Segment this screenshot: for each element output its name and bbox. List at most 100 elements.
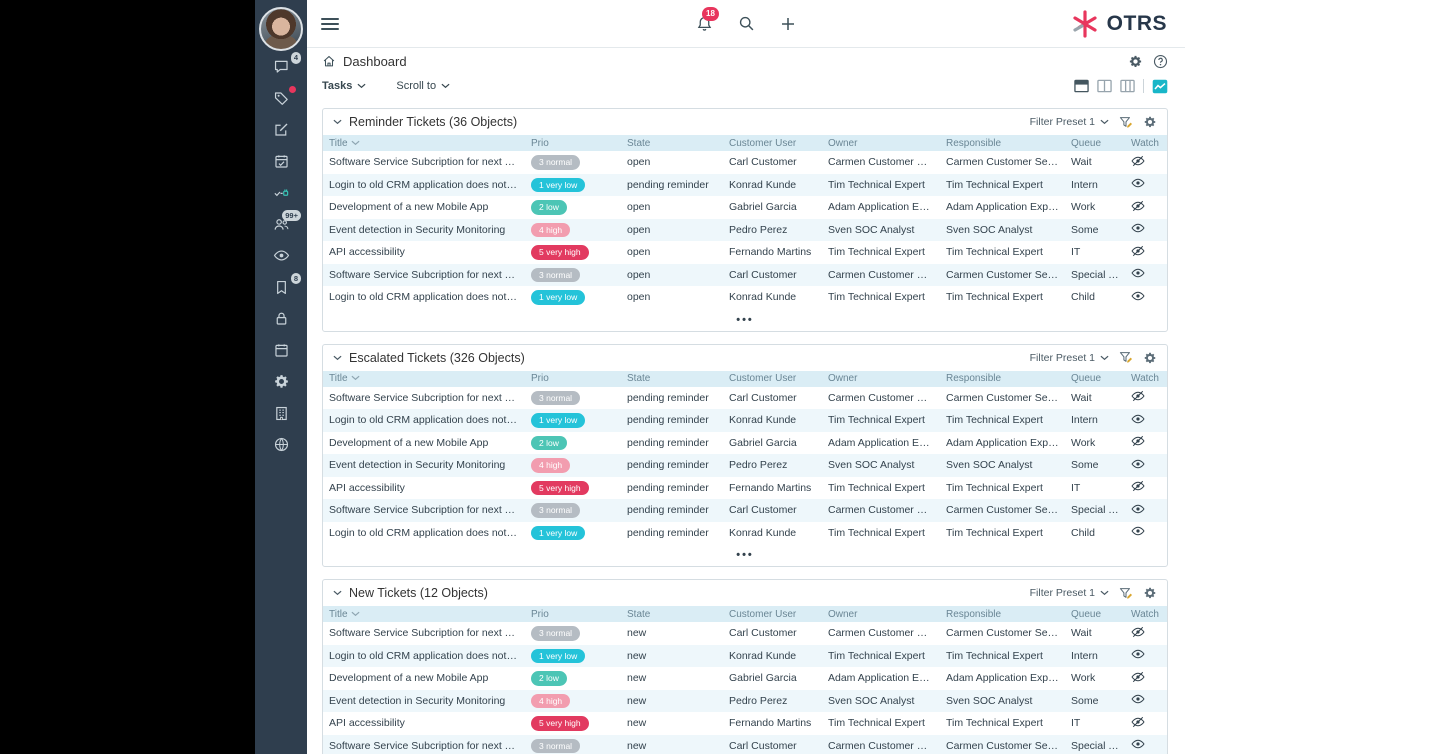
ticket-row[interactable]: Login to old CRM application does not wo… [323,644,1167,668]
sidebar-item-security[interactable] [255,303,307,335]
watch-toggle[interactable] [1125,454,1167,477]
ticket-row[interactable]: Event detection in Security Monitoring 4 … [323,689,1167,713]
edit-filters-button[interactable] [1119,587,1133,600]
watch-toggle[interactable] [1125,409,1167,432]
ticket-row[interactable]: Software Service Subcription for next Ye… [323,151,1167,174]
sidebar-item-tags[interactable] [255,83,307,115]
ticket-row[interactable]: API accessibility 5 very high pending remi… [323,477,1167,500]
ticket-row[interactable]: Login to old CRM application does not wo… [323,173,1167,197]
watch-toggle[interactable] [1125,712,1167,735]
ticket-row[interactable]: Software Service Subcription for next Ye… [323,263,1167,287]
ticket-row[interactable]: API accessibility 5 very high new Fernando … [323,712,1167,735]
widget-settings-button[interactable] [1143,115,1157,129]
ticket-row[interactable]: Software Service Subcription for next Ye… [323,387,1167,410]
sidebar-item-admin[interactable] [255,366,307,398]
dashboard-settings-button[interactable] [1128,54,1143,69]
watch-toggle[interactable] [1125,219,1167,242]
watch-toggle[interactable] [1125,477,1167,500]
search-button[interactable] [738,15,755,32]
column-header-customer-user[interactable]: Customer User [723,135,822,151]
ticket-row[interactable]: Event detection in Security Monitoring 4 … [323,454,1167,477]
help-button[interactable] [1153,54,1168,69]
column-header-owner[interactable]: Owner [822,135,940,151]
column-header-state[interactable]: State [621,135,723,151]
filter-preset-dropdown[interactable]: Filter Preset 1 [1030,116,1109,128]
column-header-title[interactable]: Title [323,606,525,622]
sidebar-item-globe[interactable] [255,429,307,461]
column-header-customer-user[interactable]: Customer User [723,370,822,387]
watch-toggle[interactable] [1125,432,1167,455]
home-icon[interactable] [322,54,336,68]
tasks-dropdown[interactable]: Tasks [322,80,366,92]
collapse-widget-button[interactable] [333,590,342,596]
column-header-watch[interactable]: Watch [1125,370,1167,387]
menu-icon[interactable] [321,15,339,33]
collapse-widget-button[interactable] [333,119,342,125]
column-header-prio[interactable]: Prio [525,606,621,622]
sidebar-item-compose[interactable] [255,114,307,146]
watch-toggle[interactable] [1125,667,1167,690]
scroll-to-dropdown[interactable]: Scroll to [396,80,450,92]
layout-rows-button[interactable] [1074,79,1089,93]
column-header-watch[interactable]: Watch [1125,606,1167,622]
sidebar-item-watchlist[interactable] [255,240,307,272]
ticket-row[interactable]: Login to old CRM application does not wo… [323,409,1167,432]
ticket-row[interactable]: Software Service Subcription for next Ye… [323,734,1167,754]
sidebar-item-labels[interactable]: 8 [255,272,307,304]
column-header-owner[interactable]: Owner [822,370,940,387]
sidebar-item-chat[interactable]: 4 [255,51,307,83]
column-header-prio[interactable]: Prio [525,370,621,387]
ticket-row[interactable]: Development of a new Mobile App 2 low open… [323,196,1167,219]
watch-toggle[interactable] [1125,499,1167,522]
show-more-button[interactable]: ••• [736,549,754,561]
column-header-title[interactable]: Title [323,135,525,151]
filter-preset-dropdown[interactable]: Filter Preset 1 [1030,352,1109,364]
column-header-queue[interactable]: Queue [1065,135,1125,151]
column-header-customer-user[interactable]: Customer User [723,606,822,622]
watch-toggle[interactable] [1125,241,1167,264]
watch-toggle[interactable] [1125,286,1167,309]
edit-filters-button[interactable] [1119,116,1133,129]
collapse-widget-button[interactable] [333,355,342,361]
widget-settings-button[interactable] [1143,586,1157,600]
sidebar-item-customers[interactable]: 99+ [255,209,307,241]
watch-toggle[interactable] [1125,174,1167,197]
watch-toggle[interactable] [1125,622,1167,645]
column-header-responsible[interactable]: Responsible [940,135,1065,151]
sidebar-item-process[interactable] [255,177,307,209]
sidebar-item-organization[interactable] [255,398,307,430]
column-header-title[interactable]: Title [323,370,525,387]
column-header-owner[interactable]: Owner [822,606,940,622]
column-header-state[interactable]: State [621,606,723,622]
column-header-responsible[interactable]: Responsible [940,606,1065,622]
watch-toggle[interactable] [1125,196,1167,219]
edit-filters-button[interactable] [1119,351,1133,364]
ticket-row[interactable]: Development of a new Mobile App 2 low new G… [323,667,1167,690]
ticket-row[interactable]: Login to old CRM application does not wo… [323,522,1167,545]
column-header-state[interactable]: State [621,370,723,387]
create-new-button[interactable] [780,16,796,32]
sidebar-item-tasks[interactable] [255,146,307,178]
ticket-row[interactable]: Software Service Subcription for next Ye… [323,499,1167,522]
ticket-row[interactable]: Development of a new Mobile App 2 low pend… [323,432,1167,455]
watch-toggle[interactable] [1125,387,1167,410]
watch-toggle[interactable] [1125,735,1167,754]
layout-three-col-button[interactable] [1120,79,1135,93]
sidebar-item-calendar[interactable] [255,335,307,367]
watch-toggle[interactable] [1125,522,1167,545]
column-header-responsible[interactable]: Responsible [940,370,1065,387]
watch-toggle[interactable] [1125,264,1167,287]
filter-preset-dropdown[interactable]: Filter Preset 1 [1030,587,1109,599]
ticket-row[interactable]: Event detection in Security Monitoring 4 … [323,218,1167,242]
watch-toggle[interactable] [1125,690,1167,713]
watch-toggle[interactable] [1125,645,1167,668]
watch-toggle[interactable] [1125,151,1167,174]
column-header-prio[interactable]: Prio [525,135,621,151]
ticket-row[interactable]: Login to old CRM application does not wo… [323,286,1167,309]
notifications-button[interactable]: 18 [696,6,719,33]
widget-settings-button[interactable] [1143,351,1157,365]
layout-two-col-button[interactable] [1097,79,1112,93]
show-more-button[interactable]: ••• [736,313,754,326]
avatar[interactable] [259,7,303,51]
statistics-view-button[interactable] [1152,79,1168,94]
